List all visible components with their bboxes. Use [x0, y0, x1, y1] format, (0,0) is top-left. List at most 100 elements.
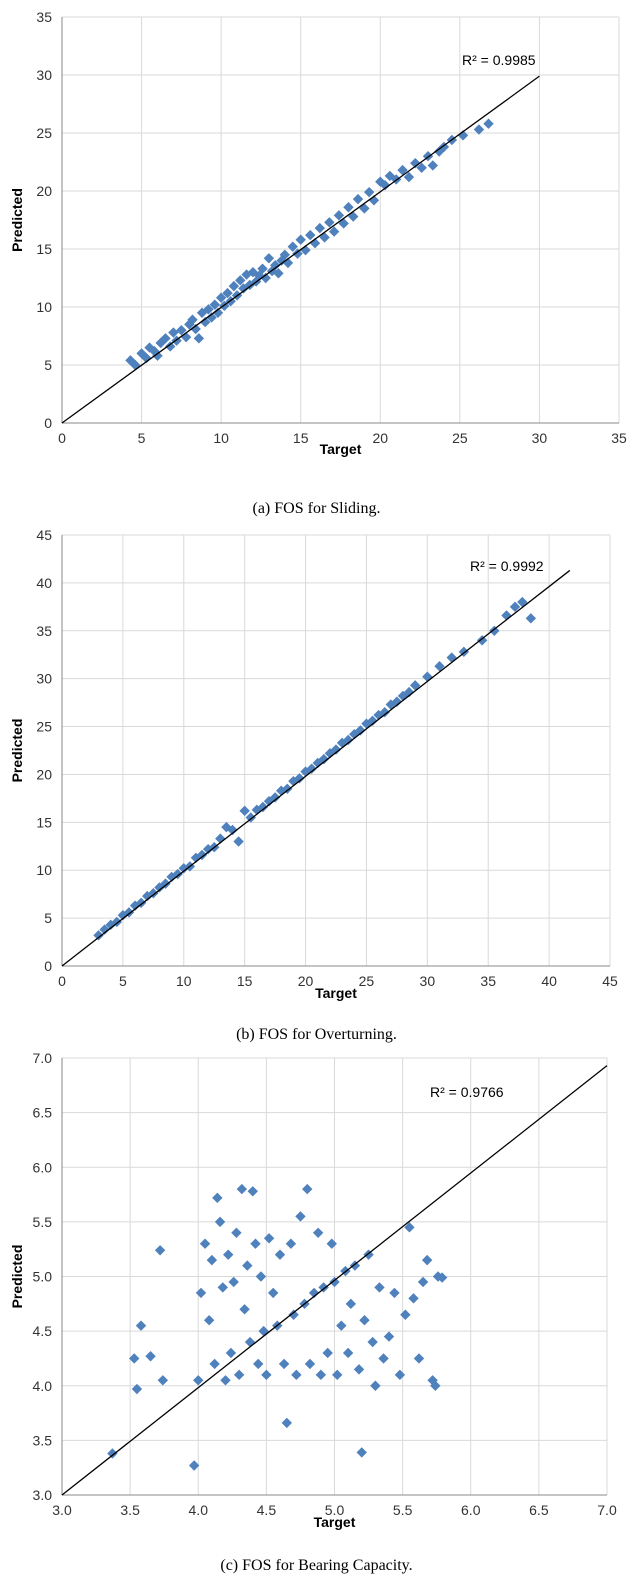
y-tick-label: 25 — [36, 125, 52, 141]
data-point — [312, 1227, 324, 1238]
y-tick-label: 20 — [36, 766, 52, 782]
data-point — [217, 1282, 228, 1293]
data-point — [292, 248, 303, 259]
x-tick-label: 40 — [541, 973, 557, 989]
data-point — [145, 1351, 156, 1362]
trendline — [61, 75, 540, 424]
data-point — [253, 1358, 264, 1370]
x-tick-label: 5.0 — [325, 1502, 345, 1518]
chart-sliding: 0 5 10 15 20 25 30 35 0 5 10 15 20 25 30 35 R² = 0.9985 T… — [9, 9, 627, 457]
x-tick-label: 4.5 — [257, 1502, 277, 1518]
data-point — [160, 878, 171, 889]
data-point — [422, 671, 433, 682]
data-point — [239, 1304, 250, 1315]
data-point — [517, 596, 528, 608]
data-point — [329, 1276, 340, 1288]
x-tick-label: 20 — [372, 430, 388, 446]
data-point — [333, 210, 345, 221]
y-tick-label: 5 — [44, 357, 52, 373]
y-tick-label: 5.5 — [33, 1214, 53, 1230]
data-point — [287, 241, 298, 252]
x-tick-label: 10 — [213, 430, 229, 446]
y-tick-label: 5.0 — [33, 1269, 53, 1285]
data-point — [427, 160, 439, 171]
x-axis-title: Target — [315, 985, 357, 1001]
data-point — [352, 193, 364, 205]
x-tick-label: 5 — [138, 430, 146, 446]
caption-overturning: (b) FOS for Overturning. — [236, 1026, 397, 1043]
data-point — [410, 157, 421, 169]
x-tick-label: 5.5 — [393, 1502, 413, 1518]
x-tick-label: 30 — [420, 973, 436, 989]
data-point — [200, 316, 211, 328]
data-point — [193, 1375, 204, 1386]
data-point — [267, 1287, 279, 1299]
data-point — [255, 1271, 267, 1282]
data-point — [413, 1353, 425, 1364]
x-axis-title: Target — [320, 441, 362, 457]
data-point — [149, 345, 160, 357]
data-point — [291, 1369, 302, 1381]
data-point — [212, 307, 224, 318]
data-point — [236, 1183, 248, 1195]
data-point — [202, 843, 214, 855]
data-point — [142, 890, 153, 902]
y-tick-label: 35 — [36, 9, 52, 25]
data-point — [235, 275, 246, 286]
data-point — [409, 680, 421, 691]
data-point — [338, 218, 349, 229]
trendline — [61, 569, 571, 967]
x-tick-label: 3.5 — [120, 1502, 140, 1518]
data-point — [263, 253, 275, 264]
data-point — [160, 333, 171, 344]
data-point — [328, 226, 340, 237]
data-point — [171, 335, 182, 346]
x-axis-title: Target — [314, 1514, 356, 1530]
data-point — [319, 232, 330, 243]
y-tick-label: 4.0 — [33, 1378, 53, 1394]
data-point — [430, 1380, 441, 1391]
data-point — [281, 1417, 293, 1429]
data-point — [231, 1227, 242, 1238]
data-point — [242, 1260, 253, 1271]
x-tick-label: 7.0 — [597, 1502, 617, 1518]
data-point — [375, 176, 386, 187]
data-point — [187, 314, 198, 325]
data-point — [342, 1347, 354, 1359]
data-point — [367, 1336, 378, 1348]
y-tick-label: 10 — [36, 862, 52, 878]
data-point — [473, 124, 485, 135]
y-tick-label: 15 — [36, 241, 52, 257]
data-point — [379, 180, 391, 191]
data-point — [278, 1358, 290, 1370]
data-point — [324, 217, 335, 228]
data-point — [300, 244, 311, 256]
y-tick-label: 30 — [36, 671, 52, 687]
x-tick-label: 10 — [176, 973, 192, 989]
data-point — [141, 352, 152, 364]
data-point — [457, 130, 469, 141]
y-axis-title: Predicted — [9, 188, 25, 252]
y-tick-label: 10 — [36, 299, 52, 315]
data-point — [343, 202, 354, 213]
data-point — [285, 1238, 297, 1249]
data-point — [212, 1192, 223, 1204]
x-tick-label: 30 — [532, 430, 548, 446]
x-tick-label: 4.0 — [189, 1502, 209, 1518]
data-point — [172, 868, 183, 880]
x-tick-label: 25 — [359, 973, 375, 989]
data-point — [190, 323, 201, 335]
r-squared-label: R² = 0.9985 — [462, 52, 536, 68]
data-point — [273, 268, 284, 279]
data-point — [408, 1293, 419, 1304]
data-point — [263, 1233, 275, 1244]
data-point — [117, 910, 129, 921]
data-point — [374, 1282, 385, 1293]
data-point — [193, 333, 205, 344]
data-point — [270, 260, 281, 271]
x-tick-label: 15 — [237, 973, 253, 989]
x-tick-label: 25 — [452, 430, 468, 446]
data-point — [222, 287, 233, 299]
x-tick-label: 15 — [293, 430, 309, 446]
r-squared-label: R² = 0.9766 — [430, 1084, 504, 1100]
